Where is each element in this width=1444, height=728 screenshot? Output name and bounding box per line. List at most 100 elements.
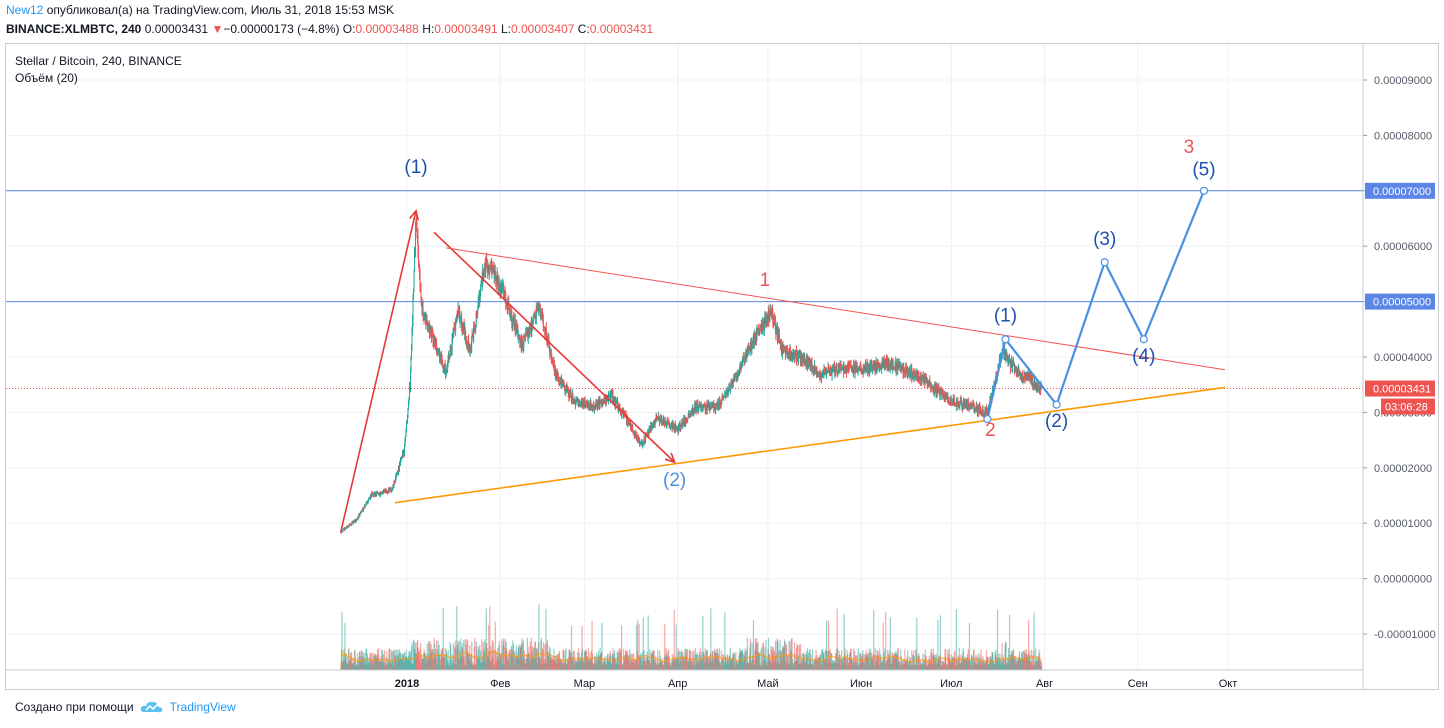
tradingview-link[interactable]: TradingView <box>140 700 236 714</box>
candle-body <box>466 341 468 346</box>
candle-body <box>418 260 420 268</box>
candle-body <box>945 394 947 400</box>
candle-body <box>745 351 747 358</box>
candle-body <box>846 371 848 373</box>
candle-body <box>385 489 387 492</box>
candle-body <box>926 379 928 384</box>
candle-body <box>679 423 681 430</box>
volume-bar <box>853 648 855 670</box>
candle-body <box>526 328 528 336</box>
candle-body <box>894 368 896 370</box>
candle-body <box>873 365 875 367</box>
candle-body <box>907 371 909 374</box>
candle-body <box>479 289 481 301</box>
candle-body <box>583 399 585 403</box>
candle-body <box>594 407 596 409</box>
candle-body <box>649 428 651 430</box>
candle-body <box>467 344 469 349</box>
candle-body <box>914 370 916 374</box>
candle-body <box>440 355 442 360</box>
candle-body <box>897 363 899 365</box>
candle-body <box>456 315 458 317</box>
candle-body <box>695 404 697 411</box>
candle-body <box>764 315 766 319</box>
candle-body <box>1019 375 1021 377</box>
candle-body <box>502 284 504 286</box>
candle-body <box>620 412 622 414</box>
candle-body <box>433 339 435 342</box>
open-label: O: <box>342 22 356 36</box>
candle-body <box>472 333 474 335</box>
candle-body <box>629 422 631 425</box>
volume-bar <box>369 652 371 670</box>
candle-body <box>647 432 649 434</box>
candle-body <box>968 407 970 409</box>
candle-body <box>836 365 838 372</box>
candle-body <box>473 326 475 328</box>
candle-body <box>698 403 700 406</box>
candle-body <box>758 331 760 333</box>
last-price-label: 0.00003431 <box>1373 384 1431 396</box>
candle-body <box>363 507 365 510</box>
candle-body <box>606 399 608 401</box>
candle-body <box>397 467 399 473</box>
last-price: 0.00003431 <box>144 22 209 36</box>
candle-body <box>628 421 630 425</box>
candle-body <box>708 404 710 411</box>
volume-bar <box>977 652 980 670</box>
candle-body <box>745 351 747 354</box>
volume-bar <box>542 642 545 670</box>
x-tick-label: Фев <box>490 678 510 690</box>
candle-body <box>534 316 536 319</box>
candle-body <box>758 331 760 333</box>
candle-body <box>714 407 716 409</box>
candle-body <box>888 360 890 368</box>
candle-body <box>1010 360 1012 368</box>
candle-body <box>620 411 622 413</box>
candle-body <box>667 420 669 423</box>
candle-body <box>693 410 695 413</box>
candle-body <box>424 318 426 321</box>
candle-body <box>512 316 514 323</box>
tradingview-brand[interactable]: TradingView <box>169 700 236 714</box>
candle-body <box>373 493 375 496</box>
candle-body <box>870 366 872 371</box>
candle-body <box>588 403 590 405</box>
candle-body <box>521 339 523 349</box>
candle-body <box>707 403 709 407</box>
candle-body <box>456 315 458 322</box>
candle-body <box>422 307 424 315</box>
candle-body <box>554 371 556 374</box>
candle-body <box>1017 367 1019 374</box>
candle-body <box>506 303 508 308</box>
candle-body <box>768 311 770 322</box>
candle-body <box>780 344 782 346</box>
candle-body <box>987 410 989 413</box>
candle-body <box>752 337 754 343</box>
volume-bar <box>488 624 490 670</box>
candle-body <box>725 389 727 395</box>
candle-body <box>859 365 861 367</box>
candle-body <box>851 368 853 372</box>
candle-body <box>496 274 498 283</box>
candle-body <box>616 400 618 402</box>
candle-body <box>657 418 659 421</box>
candle-body <box>413 271 415 289</box>
candle-body <box>823 372 825 374</box>
volume-bar <box>647 615 649 670</box>
candle-body <box>944 394 946 401</box>
volume-bar <box>497 647 499 670</box>
candle-body <box>795 351 797 360</box>
candle-body <box>703 404 705 406</box>
candle-body <box>887 358 889 366</box>
candle-body <box>953 398 955 400</box>
candle-body <box>569 389 571 395</box>
candle-body <box>583 402 585 406</box>
author-link[interactable]: New12 <box>6 3 44 17</box>
candle-body <box>388 489 390 492</box>
candle-body <box>539 303 541 307</box>
volume-bar <box>513 650 515 670</box>
candle-body <box>683 419 685 424</box>
candle-body <box>599 400 601 402</box>
